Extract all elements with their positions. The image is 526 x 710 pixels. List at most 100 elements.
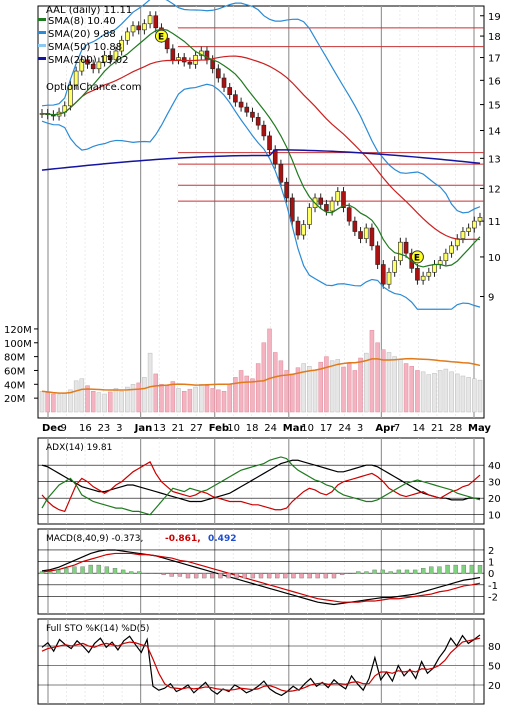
volume-bar: [244, 375, 250, 413]
volume-bar: [56, 394, 62, 413]
volume-bar: [51, 393, 56, 413]
legend-items: SMA(8) 10.40 SMA(20) 9.88 SMA(50) 10.88 SMA…: [38, 16, 129, 66]
sma-8-line: [41, 28, 481, 268]
volume-bar: [409, 366, 414, 413]
candle-body: [335, 191, 341, 202]
sto-%D-line: [41, 637, 481, 693]
panel-frames: [37, 5, 485, 705]
volume-bar: [318, 361, 323, 413]
x-tick-label: 23: [98, 423, 111, 434]
candle-body: [244, 106, 250, 113]
candle-body: [363, 227, 369, 239]
macd-tick-label: -1: [488, 581, 498, 592]
resistance-lines: [178, 27, 484, 202]
moving-averages: [41, 0, 481, 310]
legend-swatch: [38, 44, 46, 47]
sto-frame: [37, 618, 485, 705]
candle-body: [73, 70, 79, 86]
candle-body: [153, 15, 159, 29]
volume-bar: [159, 384, 164, 413]
macd-histogram-bar: [331, 573, 337, 579]
macd-hist-value: 0.492: [208, 534, 236, 544]
volume-bar: [96, 392, 102, 413]
volume-bar: [90, 390, 96, 413]
candle-body: [284, 181, 289, 199]
macd-histogram-bar: [193, 573, 199, 579]
x-tick-label: Apr: [375, 423, 395, 434]
sma-200-line: [41, 149, 481, 171]
volume-bar: [68, 389, 73, 413]
x-tick-label: 28: [449, 423, 462, 434]
candle-body: [420, 275, 426, 281]
volume-tick-label: 100M: [4, 339, 32, 350]
volume-bar: [341, 366, 346, 413]
macd-histogram-bar: [129, 571, 134, 574]
volume-bar: [39, 390, 45, 413]
macd-histogram-bar: [153, 573, 158, 574]
volume-bar: [261, 342, 267, 413]
price-tick-label: 9: [488, 293, 494, 304]
volume-bar: [335, 359, 341, 413]
earnings-marker: [410, 250, 424, 264]
candle-body: [261, 124, 267, 137]
candle-body: [176, 57, 181, 61]
volume-bar: [164, 385, 170, 413]
candle-body: [85, 59, 90, 65]
price-tick-label: 12: [488, 184, 501, 195]
volume-bar: [324, 356, 329, 413]
volume-bar: [307, 366, 312, 413]
macd-histogram-bar: [145, 573, 150, 574]
x-tick-label: 10: [227, 423, 240, 434]
macd-tick-label: -2: [488, 592, 498, 603]
volume-bar: [193, 386, 198, 413]
candle-body: [426, 271, 432, 277]
volume-bar: [85, 385, 90, 413]
macd-label: MACD(8,40,9) -0.373,: [46, 534, 143, 544]
volume-bar: [125, 386, 130, 413]
x-tick-label: 13: [153, 423, 166, 434]
adx-tick-label: 20: [488, 494, 501, 505]
macd-histogram-bar: [47, 571, 53, 574]
legend-swatch: [38, 18, 46, 21]
macd-Signal-line: [41, 552, 481, 603]
macd-histogram-bar: [461, 564, 466, 574]
volume-bar: [363, 352, 369, 413]
price-tick-label: 16: [488, 76, 501, 87]
x-tick-label: 16: [79, 423, 92, 434]
price-tick-label: 19: [488, 12, 501, 23]
candle-body: [255, 117, 261, 126]
macd-histogram-bar: [299, 573, 304, 579]
candle-body: [369, 227, 375, 247]
candle-body: [90, 63, 96, 70]
volume-bar: [227, 384, 232, 413]
macd-histogram-bar: [250, 573, 256, 579]
legend-label: SMA(20) 9.88: [48, 29, 116, 40]
price-tick-label: 18: [488, 32, 501, 43]
volume-bar: [472, 378, 477, 413]
x-tick-label: Mar: [283, 423, 305, 434]
x-tick-label: 10: [301, 423, 314, 434]
x-tick-label: 17: [320, 423, 333, 434]
candle-body: [403, 241, 409, 254]
sma-50-line: [41, 55, 481, 241]
volume-bar: [375, 342, 380, 413]
volume-bar: [403, 363, 409, 413]
volume-bar: [221, 390, 227, 413]
candle-body: [170, 48, 176, 61]
macd-histogram-bar: [242, 573, 247, 579]
volume-bar: [142, 377, 147, 413]
volume-bar: [119, 390, 124, 413]
volume-bar: [386, 352, 392, 413]
macd-signal-value: -0.861,: [165, 534, 201, 544]
chart-title: AAL (daily) 11.11: [46, 5, 132, 16]
adx-ADX-line: [41, 459, 481, 503]
sto-%K-line: [41, 634, 481, 697]
macd-histogram-bar: [258, 573, 264, 579]
x-tick-label: 21: [431, 423, 444, 434]
volume-bar: [176, 388, 181, 413]
macd-tick-label: 0: [488, 569, 494, 580]
macd-histogram-bar: [104, 566, 110, 574]
volume-bar: [216, 389, 221, 413]
macd-histogram-bar: [96, 564, 101, 574]
candle-body: [472, 220, 477, 229]
